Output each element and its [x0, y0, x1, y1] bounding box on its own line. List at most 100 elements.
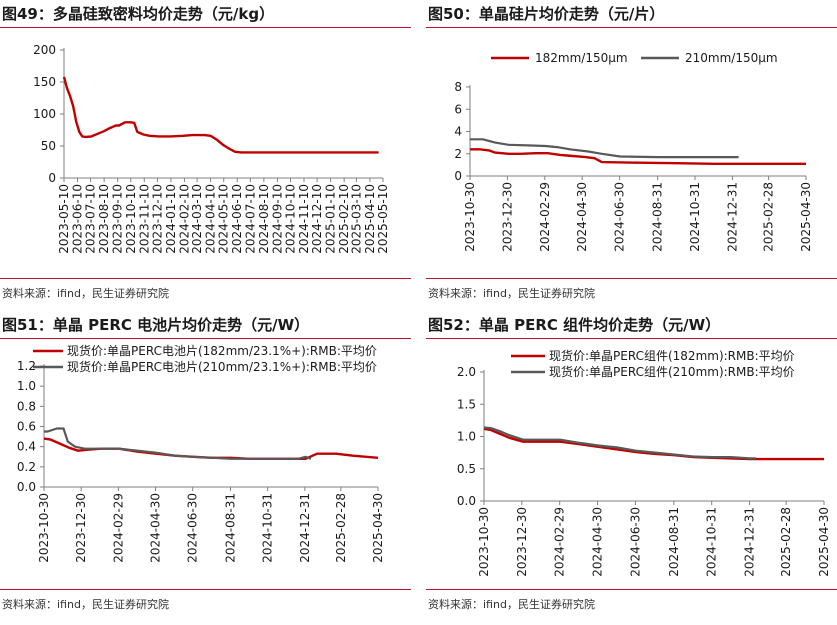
x-tick-label: 2024-06-10	[230, 184, 244, 254]
x-tick-label: 2024-02-10	[177, 184, 191, 254]
chart-svg: 0.0 0.2 0.4 0.6 0.8 1.0 1.2 2023-10-30 2023-12-3…	[17, 343, 385, 563]
title-rule	[426, 338, 837, 339]
y-tick-label: 2	[454, 147, 462, 161]
y-tick-label: 1.0	[457, 430, 476, 444]
x-tick-label: 2024-12-31	[743, 507, 757, 577]
x-tick-label: 2024-11-10	[297, 184, 311, 254]
x-tick-label: 2023-12-10	[150, 184, 164, 254]
x-tick-label: 2024-02-29	[111, 493, 125, 563]
source-note: 资料来源：ifind，民生证券研究院	[2, 287, 169, 300]
source-note: 资料来源：ifind，民生证券研究院	[428, 287, 595, 300]
chart-panel-49: 图49：多晶硅致密料均价走势（元/kg） 0 50 100 150 200 2023-05…	[0, 0, 411, 312]
y-tick-label: 0	[454, 169, 462, 183]
title-rule	[426, 27, 837, 28]
y-tick-label: 0	[48, 171, 56, 185]
x-tick-label: 2024-04-30	[575, 182, 589, 252]
x-tick-label: 2024-02-29	[538, 182, 552, 252]
y-tick-label: 0.0	[457, 494, 476, 508]
y-tick-label: 150	[33, 75, 56, 89]
x-tick-label: 2024-08-31	[667, 507, 681, 577]
x-tick-label: 2025-02-28	[779, 507, 793, 577]
source-rule	[0, 278, 411, 279]
y-tick-label: 0.6	[17, 420, 36, 434]
chart-svg: 0.0 0.5 1.0 1.5 2.0 2023-10-30 2023-12-30 2024-…	[457, 348, 831, 577]
x-tick-label: 2025-04-30	[371, 493, 385, 563]
x-tick-label: 2023-07-10	[84, 184, 98, 254]
legend-label: 现货价:单晶PERC电池片(182mm/23.1%+):RMB:平均价	[67, 343, 377, 358]
x-tick-label: 2023-10-30	[37, 493, 51, 563]
x-tick-label: 2025-04-10	[363, 184, 377, 254]
x-tick-label: 2025-02-28	[334, 493, 348, 563]
x-tick-label: 2024-08-10	[257, 184, 271, 254]
y-tick-label: 100	[33, 107, 56, 121]
x-tick-label: 2024-10-31	[688, 182, 702, 252]
x-tick-label: 2025-04-30	[817, 507, 831, 577]
y-tick-label: 50	[41, 139, 56, 153]
y-tick-label: 0.5	[457, 462, 476, 476]
chart-title: 图49：多晶硅致密料均价走势（元/kg）	[2, 5, 275, 23]
y-tick-label: 4	[454, 125, 462, 139]
x-tick-label: 2024-04-30	[149, 493, 163, 563]
x-tick-label: 2023-12-30	[500, 182, 514, 252]
series-line	[470, 148, 806, 166]
x-tick-label: 2024-10-31	[261, 493, 275, 563]
x-tick-label: 2024-06-30	[613, 182, 627, 252]
x-tick-label: 2023-10-10	[124, 184, 138, 254]
legend-label: 210mm/150μm	[685, 51, 778, 65]
x-tick-label: 2023-12-30	[74, 493, 88, 563]
y-tick-label: 1.0	[17, 379, 36, 393]
chart-title: 图51：单晶 PERC 电池片均价走势（元/W）	[2, 316, 310, 334]
source-rule	[426, 589, 837, 590]
x-tick-label: 2025-04-30	[799, 182, 813, 252]
series-line	[62, 76, 379, 154]
y-tick-label: 0.8	[17, 399, 36, 413]
x-tick-label: 2023-08-10	[97, 184, 111, 254]
x-tick-label: 2023-10-30	[477, 507, 491, 577]
x-tick-label: 2024-01-10	[164, 184, 178, 254]
source-note: 资料来源：ifind，民生证券研究院	[428, 598, 595, 611]
chart-panel-52: 图52：单晶 PERC 组件均价走势（元/W） 0.0 0.5 1.0 1.5 2.0 2…	[426, 311, 837, 623]
title-rule	[0, 27, 411, 28]
y-tick-label: 1.2	[17, 359, 36, 373]
source-rule	[426, 278, 837, 279]
y-tick-label: 8	[454, 80, 462, 94]
y-tick-label: 0.4	[17, 440, 36, 454]
y-tick-label: 2.0	[457, 365, 476, 379]
x-tick-label: 2024-04-10	[204, 184, 218, 254]
x-tick-label: 2023-05-10	[57, 184, 71, 254]
x-tick-label: 2024-10-31	[705, 507, 719, 577]
series-line	[483, 426, 756, 460]
series-line	[483, 427, 824, 461]
series-line	[470, 138, 739, 159]
title-rule	[0, 338, 411, 339]
x-tick-label: 2023-10-30	[463, 182, 477, 252]
x-tick-label: 2024-08-31	[651, 182, 665, 252]
legend-label: 现货价:单晶PERC组件(210mm):RMB:平均价	[549, 364, 795, 379]
y-tick-label: 1.5	[457, 397, 476, 411]
chart-title: 图50：单晶硅片均价走势（元/片）	[428, 5, 665, 23]
x-tick-label: 2024-12-31	[725, 182, 739, 252]
chart-panel-50: 图50：单晶硅片均价走势（元/片） 0 2 4 6 8 2023-10-30 2023-12…	[426, 0, 837, 312]
y-tick-label: 0.0	[17, 480, 36, 494]
series-line	[44, 427, 312, 460]
source-note: 资料来源：ifind，民生证券研究院	[2, 598, 169, 611]
x-tick-label: 2023-06-10	[71, 184, 85, 254]
y-tick-label: 6	[454, 102, 462, 116]
x-tick-label: 2025-02-28	[762, 182, 776, 252]
x-tick-label: 2024-12-31	[298, 493, 312, 563]
chart-svg: 0 2 4 6 8 2023-10-30 2023-12-30 2024-02-29 2024-…	[454, 51, 813, 252]
x-tick-label: 2025-03-10	[349, 184, 363, 254]
x-tick-label: 2025-05-10	[376, 184, 390, 254]
x-tick-label: 2024-09-10	[270, 184, 284, 254]
x-tick-label: 2025-02-10	[337, 184, 351, 254]
x-tick-label: 2023-11-10	[137, 184, 151, 254]
chart-svg: 0 50 100 150 200 2023-05-10 2023-06-10 2023-07-…	[33, 43, 390, 254]
x-tick-label: 2024-06-30	[186, 493, 200, 563]
x-tick-label: 2024-05-10	[217, 184, 231, 254]
y-tick-label: 0.2	[17, 460, 36, 474]
source-rule	[0, 589, 411, 590]
chart-title: 图52：单晶 PERC 组件均价走势（元/W）	[428, 316, 721, 334]
x-tick-label: 2024-08-31	[224, 493, 238, 563]
x-tick-label: 2023-12-30	[515, 507, 529, 577]
x-tick-label: 2024-03-10	[190, 184, 204, 254]
